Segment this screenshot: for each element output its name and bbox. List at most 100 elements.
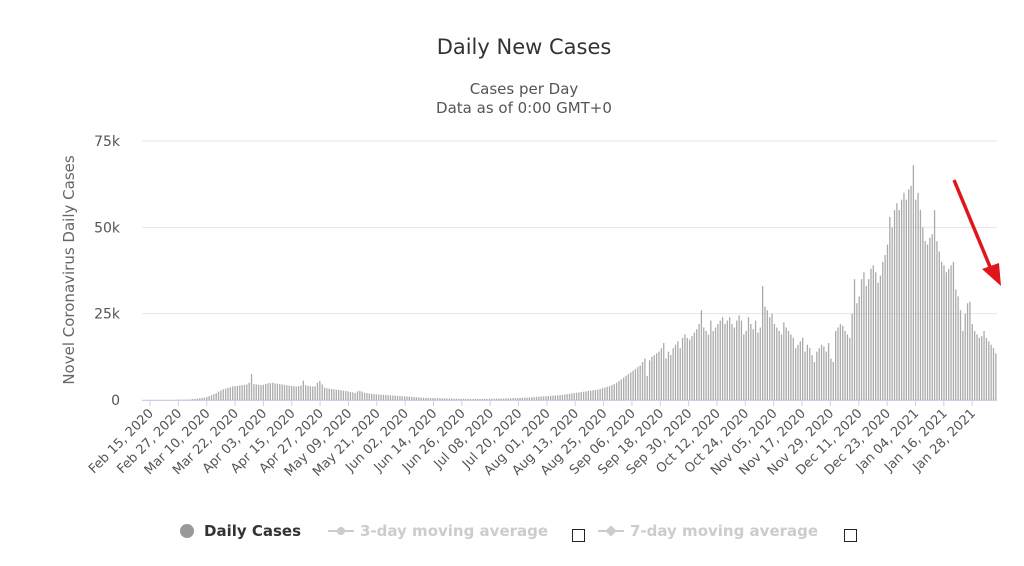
bar[interactable] — [425, 397, 427, 400]
bar[interactable] — [618, 381, 620, 400]
bar[interactable] — [441, 398, 443, 400]
bar[interactable] — [684, 334, 686, 400]
bar[interactable] — [368, 393, 370, 400]
legend-item-7-day-average[interactable]: 7-day moving average — [598, 520, 818, 542]
bar[interactable] — [797, 344, 799, 400]
bar[interactable] — [215, 393, 217, 400]
bar[interactable] — [835, 330, 837, 400]
bar[interactable] — [356, 391, 359, 400]
bar[interactable] — [474, 398, 476, 400]
bar[interactable] — [813, 362, 816, 400]
bar[interactable] — [590, 390, 592, 400]
bar[interactable] — [976, 334, 978, 400]
bar[interactable] — [816, 351, 818, 400]
bar[interactable] — [403, 396, 406, 400]
bar[interactable] — [507, 398, 509, 400]
bar[interactable] — [879, 275, 882, 400]
bar[interactable] — [754, 320, 757, 400]
bar[interactable] — [597, 389, 599, 400]
bar[interactable] — [509, 398, 512, 400]
bar[interactable] — [255, 384, 257, 400]
bar[interactable] — [858, 296, 860, 400]
bar[interactable] — [842, 325, 844, 400]
bar[interactable] — [420, 397, 422, 400]
bar[interactable] — [592, 390, 594, 400]
bar[interactable] — [693, 332, 695, 400]
bar[interactable] — [491, 398, 493, 400]
bar[interactable] — [867, 279, 870, 400]
bar[interactable] — [766, 310, 768, 400]
bar[interactable] — [825, 351, 827, 400]
bar[interactable] — [686, 337, 688, 400]
bar[interactable] — [747, 317, 750, 400]
bar[interactable] — [191, 399, 194, 400]
bar[interactable] — [769, 317, 771, 400]
bar[interactable] — [359, 390, 361, 400]
bar[interactable] — [309, 386, 312, 400]
bar[interactable] — [432, 398, 434, 400]
bar[interactable] — [429, 398, 432, 400]
bar[interactable] — [620, 379, 622, 400]
bar[interactable] — [189, 399, 191, 401]
bar[interactable] — [891, 227, 893, 400]
bar[interactable] — [849, 337, 851, 400]
bar[interactable] — [347, 391, 349, 400]
bar[interactable] — [519, 397, 521, 400]
bar[interactable] — [371, 393, 373, 400]
bar[interactable] — [585, 391, 587, 400]
bar[interactable] — [439, 398, 441, 400]
bar[interactable] — [719, 320, 721, 400]
bar[interactable] — [710, 320, 712, 400]
bar[interactable] — [670, 355, 672, 400]
bar[interactable] — [936, 241, 938, 400]
bar[interactable] — [194, 398, 196, 400]
bar[interactable] — [802, 337, 804, 400]
bar[interactable] — [964, 313, 966, 400]
bar[interactable] — [945, 272, 948, 400]
bar[interactable] — [663, 343, 665, 400]
bar[interactable] — [458, 398, 460, 400]
bar[interactable] — [705, 330, 707, 400]
bar[interactable] — [648, 360, 651, 400]
bar[interactable] — [726, 320, 728, 400]
bar[interactable] — [217, 391, 220, 400]
bar[interactable] — [465, 398, 467, 400]
bar[interactable] — [806, 344, 809, 400]
bar[interactable] — [335, 389, 337, 400]
bar[interactable] — [300, 385, 302, 401]
bar[interactable] — [941, 261, 943, 400]
bar[interactable] — [712, 330, 714, 400]
bar[interactable] — [832, 362, 834, 400]
bar[interactable] — [851, 313, 853, 400]
bar[interactable] — [380, 394, 382, 400]
bar[interactable] — [658, 351, 660, 400]
bar[interactable] — [451, 398, 453, 400]
bar[interactable] — [274, 383, 276, 400]
checkbox-7-day-average[interactable] — [844, 529, 857, 542]
bar[interactable] — [912, 165, 915, 400]
bar[interactable] — [750, 324, 752, 400]
bar[interactable] — [656, 353, 658, 400]
bar[interactable] — [872, 265, 874, 400]
bar[interactable] — [759, 327, 761, 400]
bar[interactable] — [660, 348, 663, 400]
bar[interactable] — [392, 395, 394, 400]
bar[interactable] — [952, 261, 955, 400]
bar[interactable] — [745, 330, 747, 400]
bar[interactable] — [406, 396, 408, 400]
bar[interactable] — [184, 399, 187, 401]
bar[interactable] — [794, 348, 797, 400]
bar[interactable] — [554, 395, 557, 400]
bar[interactable] — [232, 386, 234, 400]
bar[interactable] — [580, 392, 582, 400]
bar[interactable] — [399, 396, 401, 400]
bar[interactable] — [903, 192, 905, 400]
bar[interactable] — [427, 397, 429, 400]
bar-series-daily-cases[interactable] — [175, 165, 997, 401]
bar[interactable] — [915, 199, 917, 400]
bar[interactable] — [623, 377, 625, 400]
bar[interactable] — [265, 384, 267, 400]
bar[interactable] — [933, 210, 936, 400]
bar[interactable] — [604, 387, 606, 400]
bar[interactable] — [321, 384, 323, 400]
